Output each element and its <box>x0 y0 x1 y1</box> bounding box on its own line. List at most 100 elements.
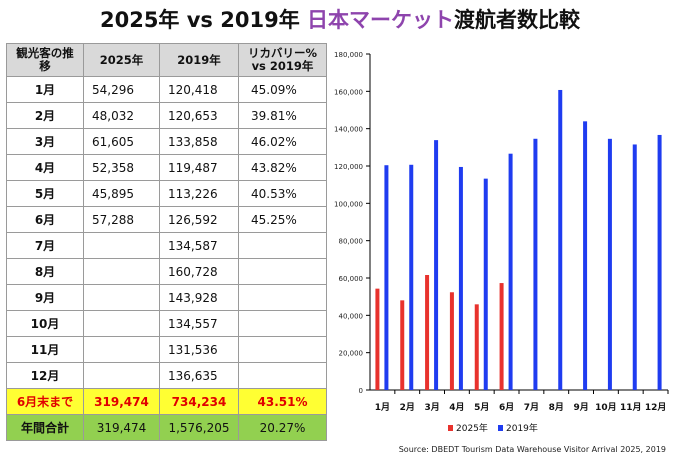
table-row: 5月 45,895 113,226 40.53% <box>6 180 327 207</box>
x-tick-label: 2月 <box>400 402 415 413</box>
x-tick-label: 10月 <box>595 402 617 413</box>
recovery-cell: 45.09% <box>238 76 327 103</box>
bar-2019 <box>483 178 488 390</box>
halfyear-2019: 734,234 <box>159 388 239 415</box>
recovery-cell <box>238 362 327 389</box>
y-tick-label: 160,000 <box>334 88 363 96</box>
halfyear-label: 6月末まで <box>6 388 84 415</box>
table-row: 7月 134,587 <box>6 232 327 259</box>
recovery-cell: 39.81% <box>238 102 327 129</box>
recovery-cell <box>238 258 327 285</box>
bar-2019 <box>508 153 513 390</box>
header-2019: 2019年 <box>159 43 239 77</box>
value-2019-cell: 160,728 <box>159 258 239 285</box>
value-2025-cell <box>83 362 160 389</box>
month-cell: 8月 <box>6 258 84 285</box>
bar-2019 <box>533 138 538 390</box>
total-row: 年間合計 319,474 1,576,205 20.27% <box>6 414 327 441</box>
source-note: Source: DBEDT Tourism Data Warehouse Vis… <box>398 445 666 454</box>
bar-2019 <box>458 166 463 390</box>
recovery-cell: 46.02% <box>238 128 327 155</box>
value-2019-cell: 126,592 <box>159 206 239 233</box>
table-row: 2月 48,032 120,653 39.81% <box>6 102 327 129</box>
recovery-cell: 40.53% <box>238 180 327 207</box>
bar-2019 <box>607 138 612 390</box>
chart-title: 2025年 vs 2019年 日本マーケット渡航者数比較 <box>0 4 680 34</box>
value-2025-cell: 57,288 <box>83 206 160 233</box>
recovery-cell <box>238 232 327 259</box>
value-2025-cell <box>83 310 160 337</box>
month-cell: 10月 <box>6 310 84 337</box>
legend-swatch-2019 <box>498 425 503 431</box>
title-suffix: 渡航者数比較 <box>454 8 581 32</box>
value-2019-cell: 113,226 <box>159 180 239 207</box>
month-cell: 12月 <box>6 362 84 389</box>
bar-chart: 0 20,000 40,000 60,000 80,000 100,000 120,000 1… <box>334 51 669 434</box>
total-label: 年間合計 <box>6 414 84 441</box>
table-row: 4月 52,358 119,487 43.82% <box>6 154 327 181</box>
bar-2025 <box>449 292 454 390</box>
month-cell: 6月 <box>6 206 84 233</box>
x-tick-label: 8月 <box>549 402 564 413</box>
y-tick-label: 20,000 <box>339 350 364 358</box>
month-cell: 7月 <box>6 232 84 259</box>
month-cell: 3月 <box>6 128 84 155</box>
recovery-cell: 45.25% <box>238 206 327 233</box>
value-2025-cell <box>83 258 160 285</box>
title-prefix: 2025年 vs 2019年 <box>99 8 308 32</box>
value-2025-cell: 45,895 <box>83 180 160 207</box>
y-tick-label: 100,000 <box>334 200 363 208</box>
value-2019-cell: 134,557 <box>159 310 239 337</box>
value-2019-cell: 134,587 <box>159 232 239 259</box>
bar-2025 <box>474 304 479 390</box>
bar-2019 <box>583 121 588 390</box>
recovery-cell: 43.82% <box>238 154 327 181</box>
value-2019-cell: 133,858 <box>159 128 239 155</box>
y-tick-label: 140,000 <box>334 126 363 134</box>
table-row: 11月 131,536 <box>6 336 327 363</box>
value-2019-cell: 136,635 <box>159 362 239 389</box>
halfyear-row: 6月末まで 319,474 734,234 43.51% <box>6 388 327 415</box>
recovery-cell <box>238 310 327 337</box>
value-2019-cell: 143,928 <box>159 284 239 311</box>
total-2025: 319,474 <box>83 414 160 441</box>
x-tick-label: 6月 <box>499 402 514 413</box>
table-row: 8月 160,728 <box>6 258 327 285</box>
table-header-row: 観光客の推移 2025年 2019年 リカバリー% vs 2019年 <box>6 43 327 77</box>
table-row: 1月 54,296 120,418 45.09% <box>6 76 327 103</box>
recovery-cell <box>238 336 327 363</box>
x-tick-label: 11月 <box>620 402 642 413</box>
title-highlight: 日本マーケット <box>307 8 455 32</box>
month-cell: 9月 <box>6 284 84 311</box>
header-recovery: リカバリー% vs 2019年 <box>238 43 327 77</box>
x-tick-label: 9月 <box>573 402 588 413</box>
recovery-cell <box>238 284 327 311</box>
value-2025-cell <box>83 336 160 363</box>
month-cell: 4月 <box>6 154 84 181</box>
x-tick-label: 3月 <box>424 402 439 413</box>
value-2025-cell: 54,296 <box>83 76 160 103</box>
month-cell: 5月 <box>6 180 84 207</box>
x-tick-label: 12月 <box>645 402 667 413</box>
y-tick-label: 0 <box>359 387 363 395</box>
table-row: 9月 143,928 <box>6 284 327 311</box>
table-row: 6月 57,288 126,592 45.25% <box>6 206 327 233</box>
y-tick-label: 80,000 <box>339 238 364 246</box>
halfyear-2025: 319,474 <box>83 388 160 415</box>
y-tick-label: 40,000 <box>339 312 364 320</box>
halfyear-recovery: 43.51% <box>238 388 327 415</box>
value-2025-cell <box>83 232 160 259</box>
y-tick-label: 120,000 <box>334 163 363 171</box>
month-cell: 1月 <box>6 76 84 103</box>
bar-2019 <box>409 164 414 390</box>
x-tick-label: 5月 <box>474 402 489 413</box>
table-row: 3月 61,605 133,858 46.02% <box>6 128 327 155</box>
month-cell: 2月 <box>6 102 84 129</box>
month-cell: 11月 <box>6 336 84 363</box>
y-tick-label: 60,000 <box>339 275 364 283</box>
header-2025: 2025年 <box>83 43 160 77</box>
bar-2025 <box>375 288 380 390</box>
value-2025-cell: 61,605 <box>83 128 160 155</box>
visitor-table: 観光客の推移 2025年 2019年 リカバリー% vs 2019年 1月 54,… <box>6 43 327 441</box>
value-2019-cell: 120,653 <box>159 102 239 129</box>
